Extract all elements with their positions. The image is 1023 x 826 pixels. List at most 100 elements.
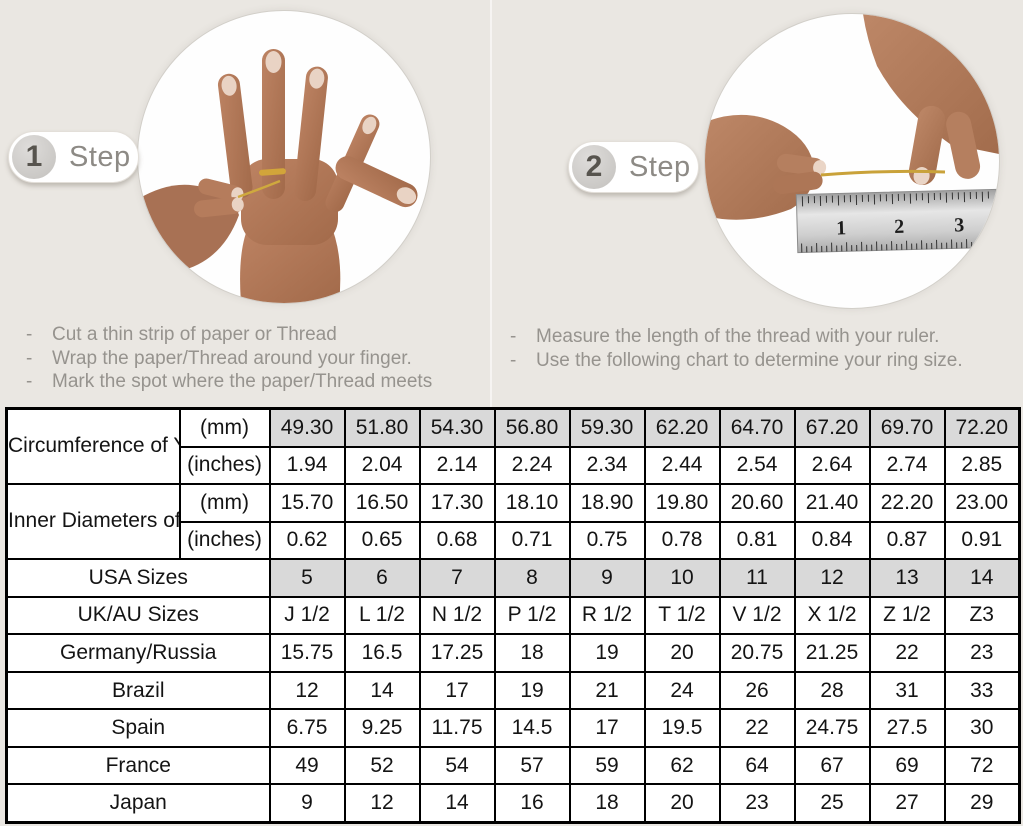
measuring-with-ruler-illustration: 1 2 3: [705, 14, 999, 254]
unit-cell: (inches): [178, 445, 271, 486]
value-cell: 0.62: [268, 520, 346, 561]
step1-photo-circle: [137, 10, 431, 304]
value-cell: 10: [643, 558, 721, 598]
step2-label: Step: [629, 150, 691, 183]
value-cell: 21: [568, 670, 646, 711]
value-cell: 27: [868, 783, 946, 824]
value-cell: 17.30: [418, 483, 496, 523]
value-cell: 22: [868, 633, 946, 673]
table-row: UK/AU Sizes J 1/2 L 1/2 N 1/2 P 1/2 R 1/2 T 1/…: [5, 595, 1021, 636]
value-cell: 59.30: [568, 407, 646, 448]
ruler-number-2: 2: [894, 216, 905, 238]
value-cell: 17.25: [418, 633, 496, 673]
value-cell: 64: [718, 745, 796, 786]
ring-size-conversion-table: Circumference of Your Finger(mm)49.3051.…: [5, 407, 1021, 824]
value-cell: 62.20: [643, 407, 721, 448]
instruction-text: Measure the length of the thread with yo…: [536, 326, 940, 347]
ruler-number-1: 1: [836, 217, 847, 239]
value-cell: 6.75: [268, 708, 346, 748]
value-cell: 18.90: [568, 483, 646, 523]
value-cell: 21.25: [793, 633, 871, 673]
value-cell: 27.5: [868, 708, 946, 748]
value-cell: 24.75: [793, 708, 871, 748]
table-row: (inches) 1.94 2.04 2.14 2.24 2.34 2.44 2.54 2.64…: [7, 445, 1021, 486]
value-cell: 0.81: [718, 520, 796, 561]
value-cell: 23: [943, 633, 1021, 673]
value-cell: 69: [868, 745, 946, 786]
table-row: Spain 6.75 9.25 11.75 14.5 17 19.5 22 24.75 27.5 3…: [5, 708, 1021, 748]
value-cell: Z3: [943, 595, 1021, 636]
value-cell: Z 1/2: [868, 595, 946, 636]
instruction-text: Wrap the paper/Thread around your finger…: [52, 347, 412, 369]
value-cell: 64.70: [718, 407, 796, 448]
value-cell: 2.24: [493, 445, 571, 486]
value-cell: 9.25: [343, 708, 421, 748]
value-cell: 20.60: [718, 483, 796, 523]
row-label: France: [5, 745, 271, 786]
value-cell: 12: [793, 558, 871, 598]
unit-cell: (mm): [178, 407, 271, 448]
value-cell: 13: [868, 558, 946, 598]
step2-number-circle: 2: [572, 145, 616, 189]
value-cell: 12: [268, 670, 346, 711]
value-cell: 1.94: [268, 445, 346, 486]
step1-instructions: - Cut a thin strip of paper or Thread - …: [20, 323, 485, 394]
instruction-line: - Use the following chart to determine y…: [504, 349, 1019, 373]
step1-number-circle: 1: [12, 135, 56, 179]
row-label: USA Sizes: [5, 558, 271, 598]
value-cell: 67.20: [793, 407, 871, 448]
value-cell: 25: [793, 783, 871, 824]
value-cell: 11.75: [418, 708, 496, 748]
value-cell: 0.71: [493, 520, 571, 561]
value-cell: 2.85: [943, 445, 1021, 486]
value-cell: 2.04: [343, 445, 421, 486]
value-cell: 9: [268, 783, 346, 824]
value-cell: 20: [643, 783, 721, 824]
value-cell: 49.30: [268, 407, 346, 448]
value-cell: 18: [493, 633, 571, 673]
value-cell: L 1/2: [343, 595, 421, 636]
value-cell: 56.80: [493, 407, 571, 448]
value-cell: 24: [643, 670, 721, 711]
row-label: UK/AU Sizes: [5, 595, 271, 636]
value-cell: 26: [718, 670, 796, 711]
value-cell: 17: [418, 670, 496, 711]
value-cell: 12: [343, 783, 421, 824]
value-cell: 7: [418, 558, 496, 598]
value-cell: 16.50: [343, 483, 421, 523]
table-row: France 49 52 54 57 59 62 64 67 69 72: [5, 745, 1021, 786]
value-cell: T 1/2: [643, 595, 721, 636]
instruction-text: Use the following chart to determine you…: [536, 349, 963, 371]
instruction-line: - Wrap the paper/Thread around your fing…: [20, 347, 485, 371]
value-cell: 18.10: [493, 483, 571, 523]
value-cell: P 1/2: [493, 595, 571, 636]
value-cell: 30: [943, 708, 1021, 748]
value-cell: 57: [493, 745, 571, 786]
step1-badge: 1 Step: [8, 131, 139, 183]
value-cell: 9: [568, 558, 646, 598]
value-cell: 54: [418, 745, 496, 786]
value-cell: 2.64: [793, 445, 871, 486]
value-cell: 14.5: [493, 708, 571, 748]
table-row: Circumference of Your Finger(mm)49.3051.…: [5, 407, 1021, 486]
value-cell: 59: [568, 745, 646, 786]
value-cell: 31: [868, 670, 946, 711]
value-cell: 20.75: [718, 633, 796, 673]
value-cell: 0.84: [793, 520, 871, 561]
table-row: USA Sizes 5 6 7 8 9 10 11 12 13 14: [5, 558, 1021, 598]
row-group-label: Inner Diameters of Rings: [5, 483, 181, 561]
table-row: Inner Diameters of Rings(mm)15.7016.5017…: [5, 483, 1021, 561]
value-cell: 21.40: [793, 483, 871, 523]
value-cell: 52: [343, 745, 421, 786]
hand-with-thread-illustration: [138, 49, 418, 303]
value-cell: 62: [643, 745, 721, 786]
value-cell: 23: [718, 783, 796, 824]
step2-badge: 2 Step: [568, 141, 699, 193]
instruction-line: - Mark the spot where the paper/Thread m…: [20, 370, 485, 394]
row-label: Spain: [5, 708, 271, 748]
value-cell: 51.80: [343, 407, 421, 448]
value-cell: 16.5: [343, 633, 421, 673]
value-cell: 0.65: [343, 520, 421, 561]
bullet-dash: -: [510, 326, 517, 347]
value-cell: X 1/2: [793, 595, 871, 636]
